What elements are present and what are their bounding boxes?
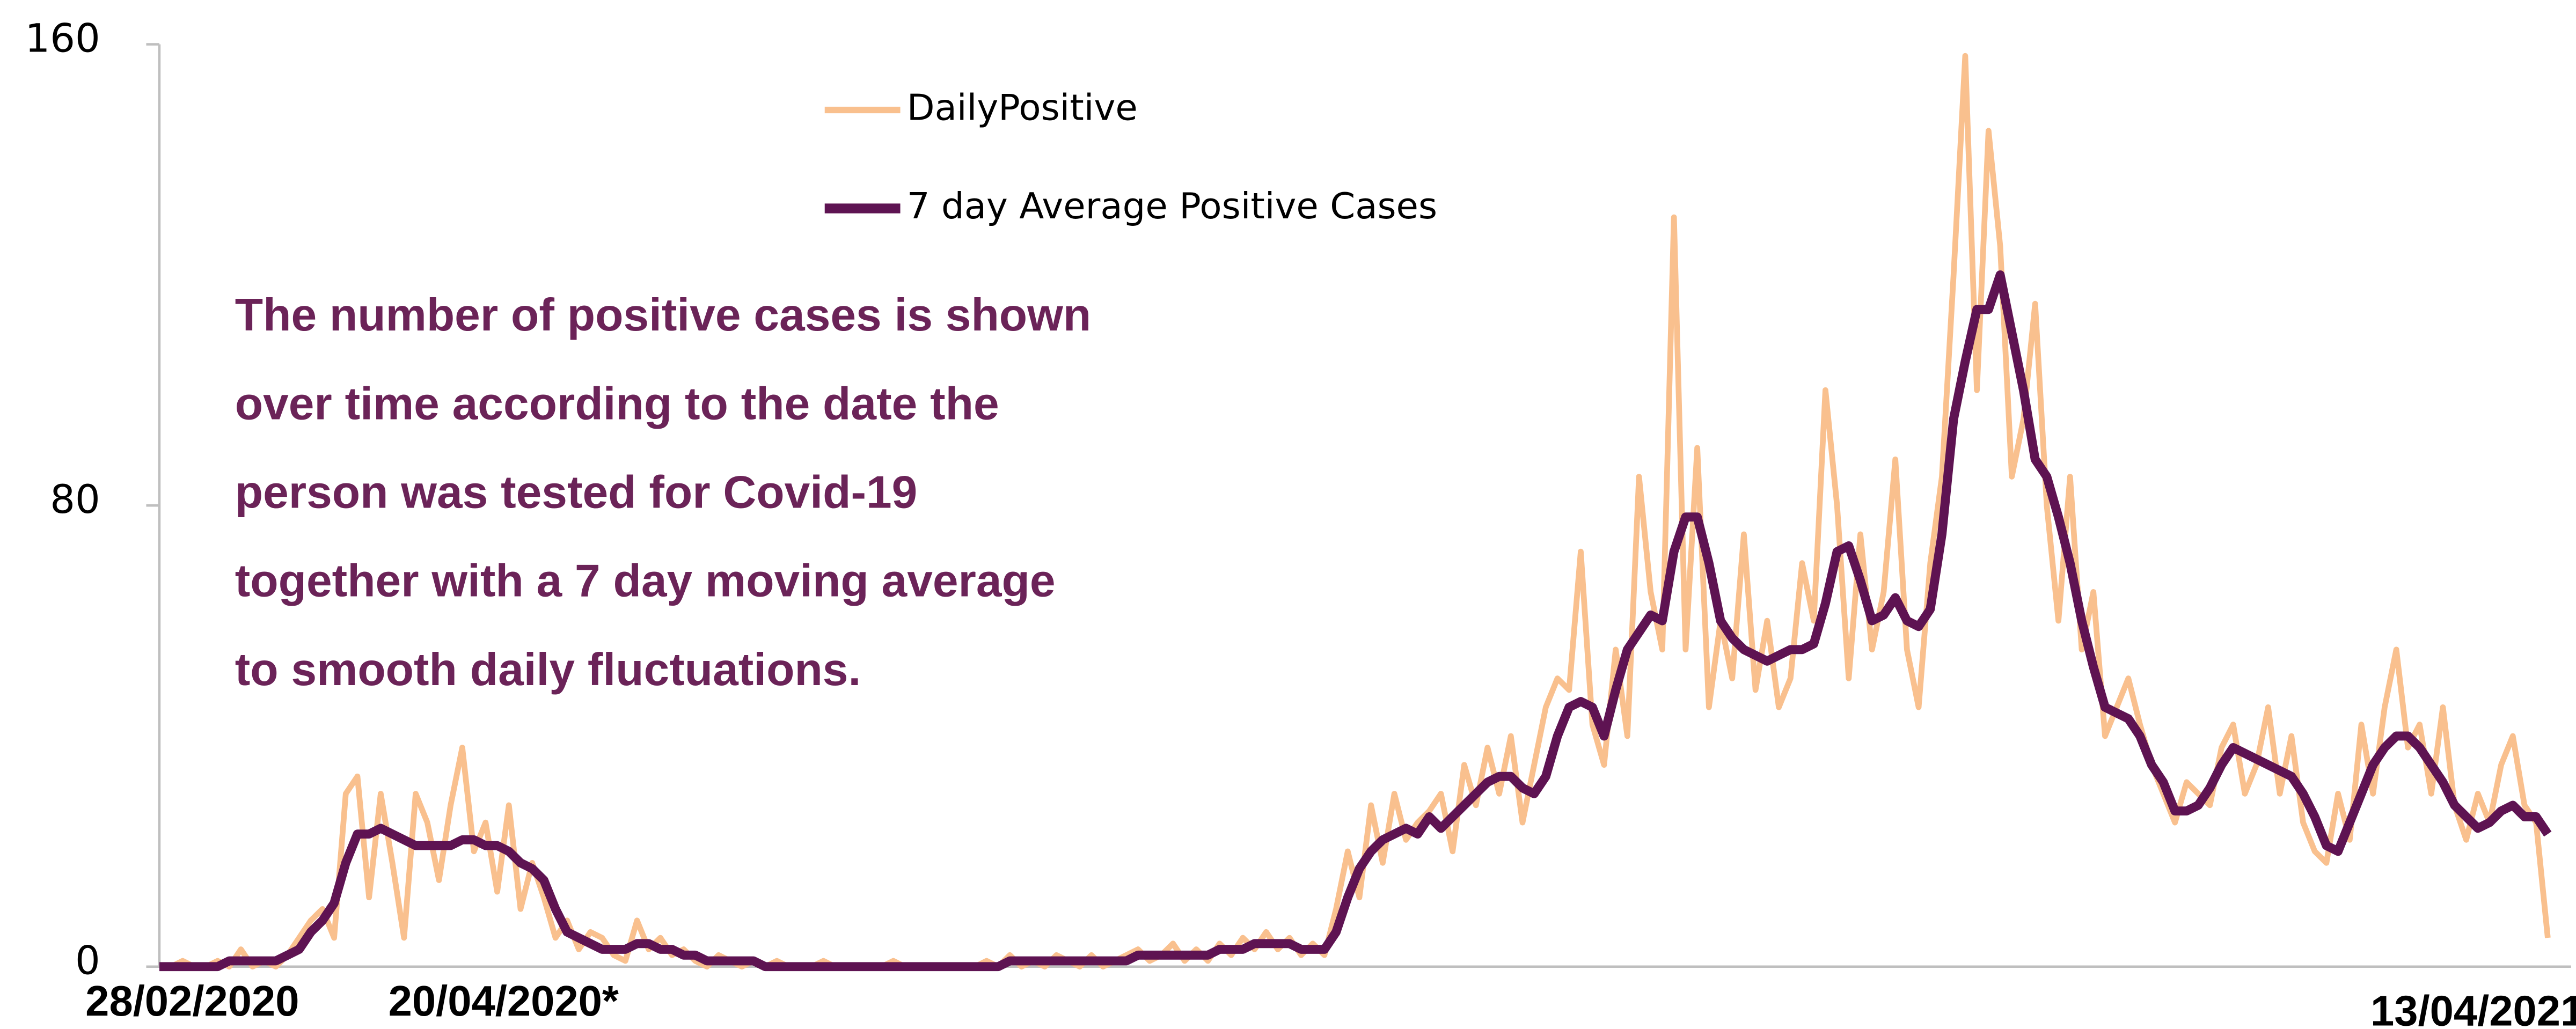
series-line bbox=[159, 270, 2552, 972]
legend-label: 7 day Average Positive Cases bbox=[907, 185, 1437, 227]
x-tick-label: 20/04/2020* bbox=[389, 977, 619, 1025]
y-tick-label: 160 bbox=[25, 16, 100, 62]
annotation: person was tested for Covid-19 bbox=[235, 466, 918, 518]
x-tick-label: 28/02/2020 bbox=[85, 977, 299, 1025]
x-tick-label: 13/04/2021 bbox=[2370, 987, 2576, 1029]
y-tick-label: 0 bbox=[75, 938, 100, 984]
annotation: The number of positive cases is shown bbox=[235, 289, 1091, 341]
annotation: together with a 7 day moving average bbox=[235, 555, 1056, 607]
annotation: over time according to the date the bbox=[235, 378, 999, 429]
annotation: to smooth daily fluctuations. bbox=[235, 644, 861, 695]
legend-label: DailyPositive bbox=[907, 87, 1138, 129]
y-tick-label: 80 bbox=[50, 477, 100, 523]
